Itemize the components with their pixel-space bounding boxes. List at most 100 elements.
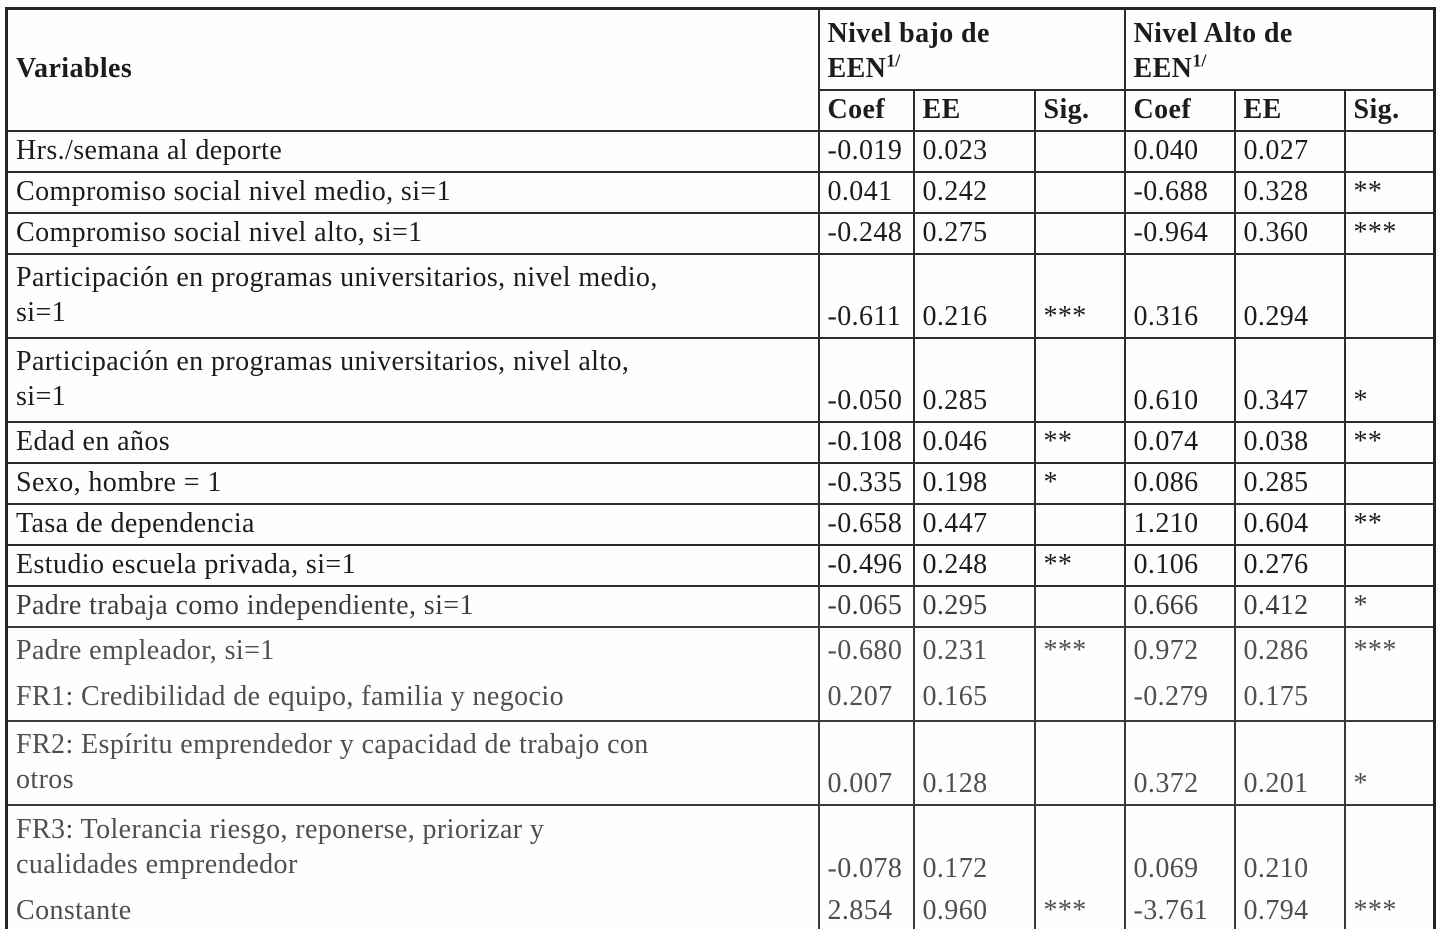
ee-high-cell: 0.210 — [1233, 804, 1346, 889]
coef-high-cell: -0.279 — [1123, 673, 1236, 722]
table-row: Padre trabaja como independiente, si=1 -… — [5, 585, 1436, 628]
sig-high-cell — [1343, 544, 1436, 587]
variable-label-cell: Padre trabaja como independiente, si=1 — [5, 585, 820, 628]
high-een-title: Nivel Alto de EEN — [1133, 18, 1293, 84]
ee-high-cell: 0.175 — [1233, 673, 1346, 722]
table-row: Compromiso social nivel alto, si=1 -0.24… — [5, 212, 1436, 255]
coef-high-cell: -0.964 — [1123, 212, 1236, 255]
ee-low-cell: 0.172 — [912, 804, 1036, 889]
variable-label-cell: FR3: Tolerancia riesgo, reponerse, prior… — [5, 804, 820, 889]
ee-high-cell: 0.294 — [1233, 253, 1346, 339]
sig-high-cell: ** — [1343, 171, 1436, 214]
coef-high-cell: 0.372 — [1123, 720, 1236, 806]
variable-label-cell: Constante — [5, 888, 820, 929]
coef-low-cell: 0.007 — [817, 720, 915, 806]
ee-low-cell: 0.046 — [912, 421, 1036, 464]
sig-low-cell — [1033, 503, 1126, 546]
column-header-coef-high: Coef — [1123, 89, 1236, 132]
sig-low-cell: *** — [1033, 888, 1126, 929]
column-header-sig-high: Sig. — [1343, 89, 1436, 132]
coef-high-cell: 0.610 — [1123, 337, 1236, 423]
ee-low-cell: 0.023 — [912, 130, 1036, 173]
table-row: Participación en programas universitario… — [5, 253, 1436, 339]
low-een-footnote-sup: 1/ — [886, 50, 901, 71]
sig-high-cell — [1343, 462, 1436, 505]
ee-high-cell: 0.038 — [1233, 421, 1346, 464]
high-een-footnote-sup: 1/ — [1192, 50, 1207, 71]
ee-low-cell: 0.295 — [912, 585, 1036, 628]
coef-high-cell: 0.040 — [1123, 130, 1236, 173]
sig-low-cell — [1033, 673, 1126, 722]
coef-high-cell: 0.972 — [1123, 626, 1236, 674]
table-row: Constante 2.854 0.960 *** -3.761 0.794 *… — [5, 888, 1436, 929]
sig-high-cell: *** — [1343, 626, 1436, 674]
ee-low-cell: 0.275 — [912, 212, 1036, 255]
ee-high-cell: 0.347 — [1233, 337, 1346, 423]
coef-high-cell: 0.074 — [1123, 421, 1236, 464]
ee-high-cell: 0.360 — [1233, 212, 1346, 255]
ee-low-cell: 0.128 — [912, 720, 1036, 806]
coef-low-cell: -0.019 — [817, 130, 915, 173]
coef-low-cell: -0.078 — [817, 804, 915, 889]
table-row: Hrs./semana al deporte -0.019 0.023 0.04… — [5, 130, 1436, 173]
column-group-high-een: Nivel Alto de EEN1/ — [1123, 7, 1436, 91]
variable-label-cell: Estudio escuela privada, si=1 — [5, 544, 820, 587]
sig-low-cell — [1033, 585, 1126, 628]
sig-high-cell: * — [1343, 720, 1436, 806]
regression-results-table: Variables Nivel bajo de EEN1/ Nivel Alto… — [5, 7, 1437, 929]
table-row: Padre empleador, si=1 -0.680 0.231 *** 0… — [5, 626, 1436, 674]
coef-high-cell: 0.666 — [1123, 585, 1236, 628]
sig-low-cell — [1033, 130, 1126, 173]
column-header-variables: Variables — [5, 7, 820, 132]
coef-high-cell: -3.761 — [1123, 888, 1236, 929]
sig-high-cell — [1343, 253, 1436, 339]
table-row: Edad en años -0.108 0.046 ** 0.074 0.038… — [5, 421, 1436, 464]
sig-low-cell — [1033, 171, 1126, 214]
variable-label-cell: Participación en programas universitario… — [5, 337, 820, 423]
table-row: Tasa de dependencia -0.658 0.447 1.210 0… — [5, 503, 1436, 546]
ee-low-cell: 0.960 — [912, 888, 1036, 929]
ee-low-cell: 0.242 — [912, 171, 1036, 214]
coef-low-cell: -0.108 — [817, 421, 915, 464]
variable-label-cell: Tasa de dependencia — [5, 503, 820, 546]
sig-low-cell: ** — [1033, 421, 1126, 464]
coef-high-cell: -0.688 — [1123, 171, 1236, 214]
variable-label-cell: Compromiso social nivel medio, si=1 — [5, 171, 820, 214]
column-header-coef-low: Coef — [817, 89, 915, 132]
coef-low-cell: -0.065 — [817, 585, 915, 628]
sig-high-cell: * — [1343, 585, 1436, 628]
variable-label-cell: Sexo, hombre = 1 — [5, 462, 820, 505]
ee-low-cell: 0.248 — [912, 544, 1036, 587]
coef-high-cell: 1.210 — [1123, 503, 1236, 546]
variable-label-cell: Edad en años — [5, 421, 820, 464]
coef-high-cell: 0.069 — [1123, 804, 1236, 889]
table-row: Compromiso social nivel medio, si=1 0.04… — [5, 171, 1436, 214]
ee-high-cell: 0.201 — [1233, 720, 1346, 806]
sig-low-cell — [1033, 212, 1126, 255]
variable-label-cell: Hrs./semana al deporte — [5, 130, 820, 173]
coef-low-cell: -0.248 — [817, 212, 915, 255]
table-row: Estudio escuela privada, si=1 -0.496 0.2… — [5, 544, 1436, 587]
sig-low-cell: ** — [1033, 544, 1126, 587]
table-row: Sexo, hombre = 1 -0.335 0.198 * 0.086 0.… — [5, 462, 1436, 505]
header-row-measures: Coef EE Sig. Coef EE Sig. — [7, 89, 1436, 132]
ee-low-cell: 0.285 — [912, 337, 1036, 423]
sig-low-cell: *** — [1033, 626, 1126, 674]
column-header-sig-low: Sig. — [1033, 89, 1126, 132]
ee-low-cell: 0.231 — [912, 626, 1036, 674]
variable-label-cell: Compromiso social nivel alto, si=1 — [5, 212, 820, 255]
ee-high-cell: 0.604 — [1233, 503, 1346, 546]
ee-low-cell: 0.447 — [912, 503, 1036, 546]
ee-high-cell: 0.412 — [1233, 585, 1346, 628]
variable-label-cell: FR2: Espíritu emprendedor y capacidad de… — [5, 720, 820, 806]
ee-high-cell: 0.794 — [1233, 888, 1346, 929]
sig-high-cell: * — [1343, 337, 1436, 423]
sig-high-cell: *** — [1343, 888, 1436, 929]
coef-low-cell: -0.335 — [817, 462, 915, 505]
ee-high-cell: 0.285 — [1233, 462, 1346, 505]
variable-label-cell: FR1: Credibilidad de equipo, familia y n… — [5, 673, 820, 722]
coef-low-cell: -0.050 — [817, 337, 915, 423]
column-header-ee-low: EE — [912, 89, 1036, 132]
sig-low-cell — [1033, 804, 1126, 889]
